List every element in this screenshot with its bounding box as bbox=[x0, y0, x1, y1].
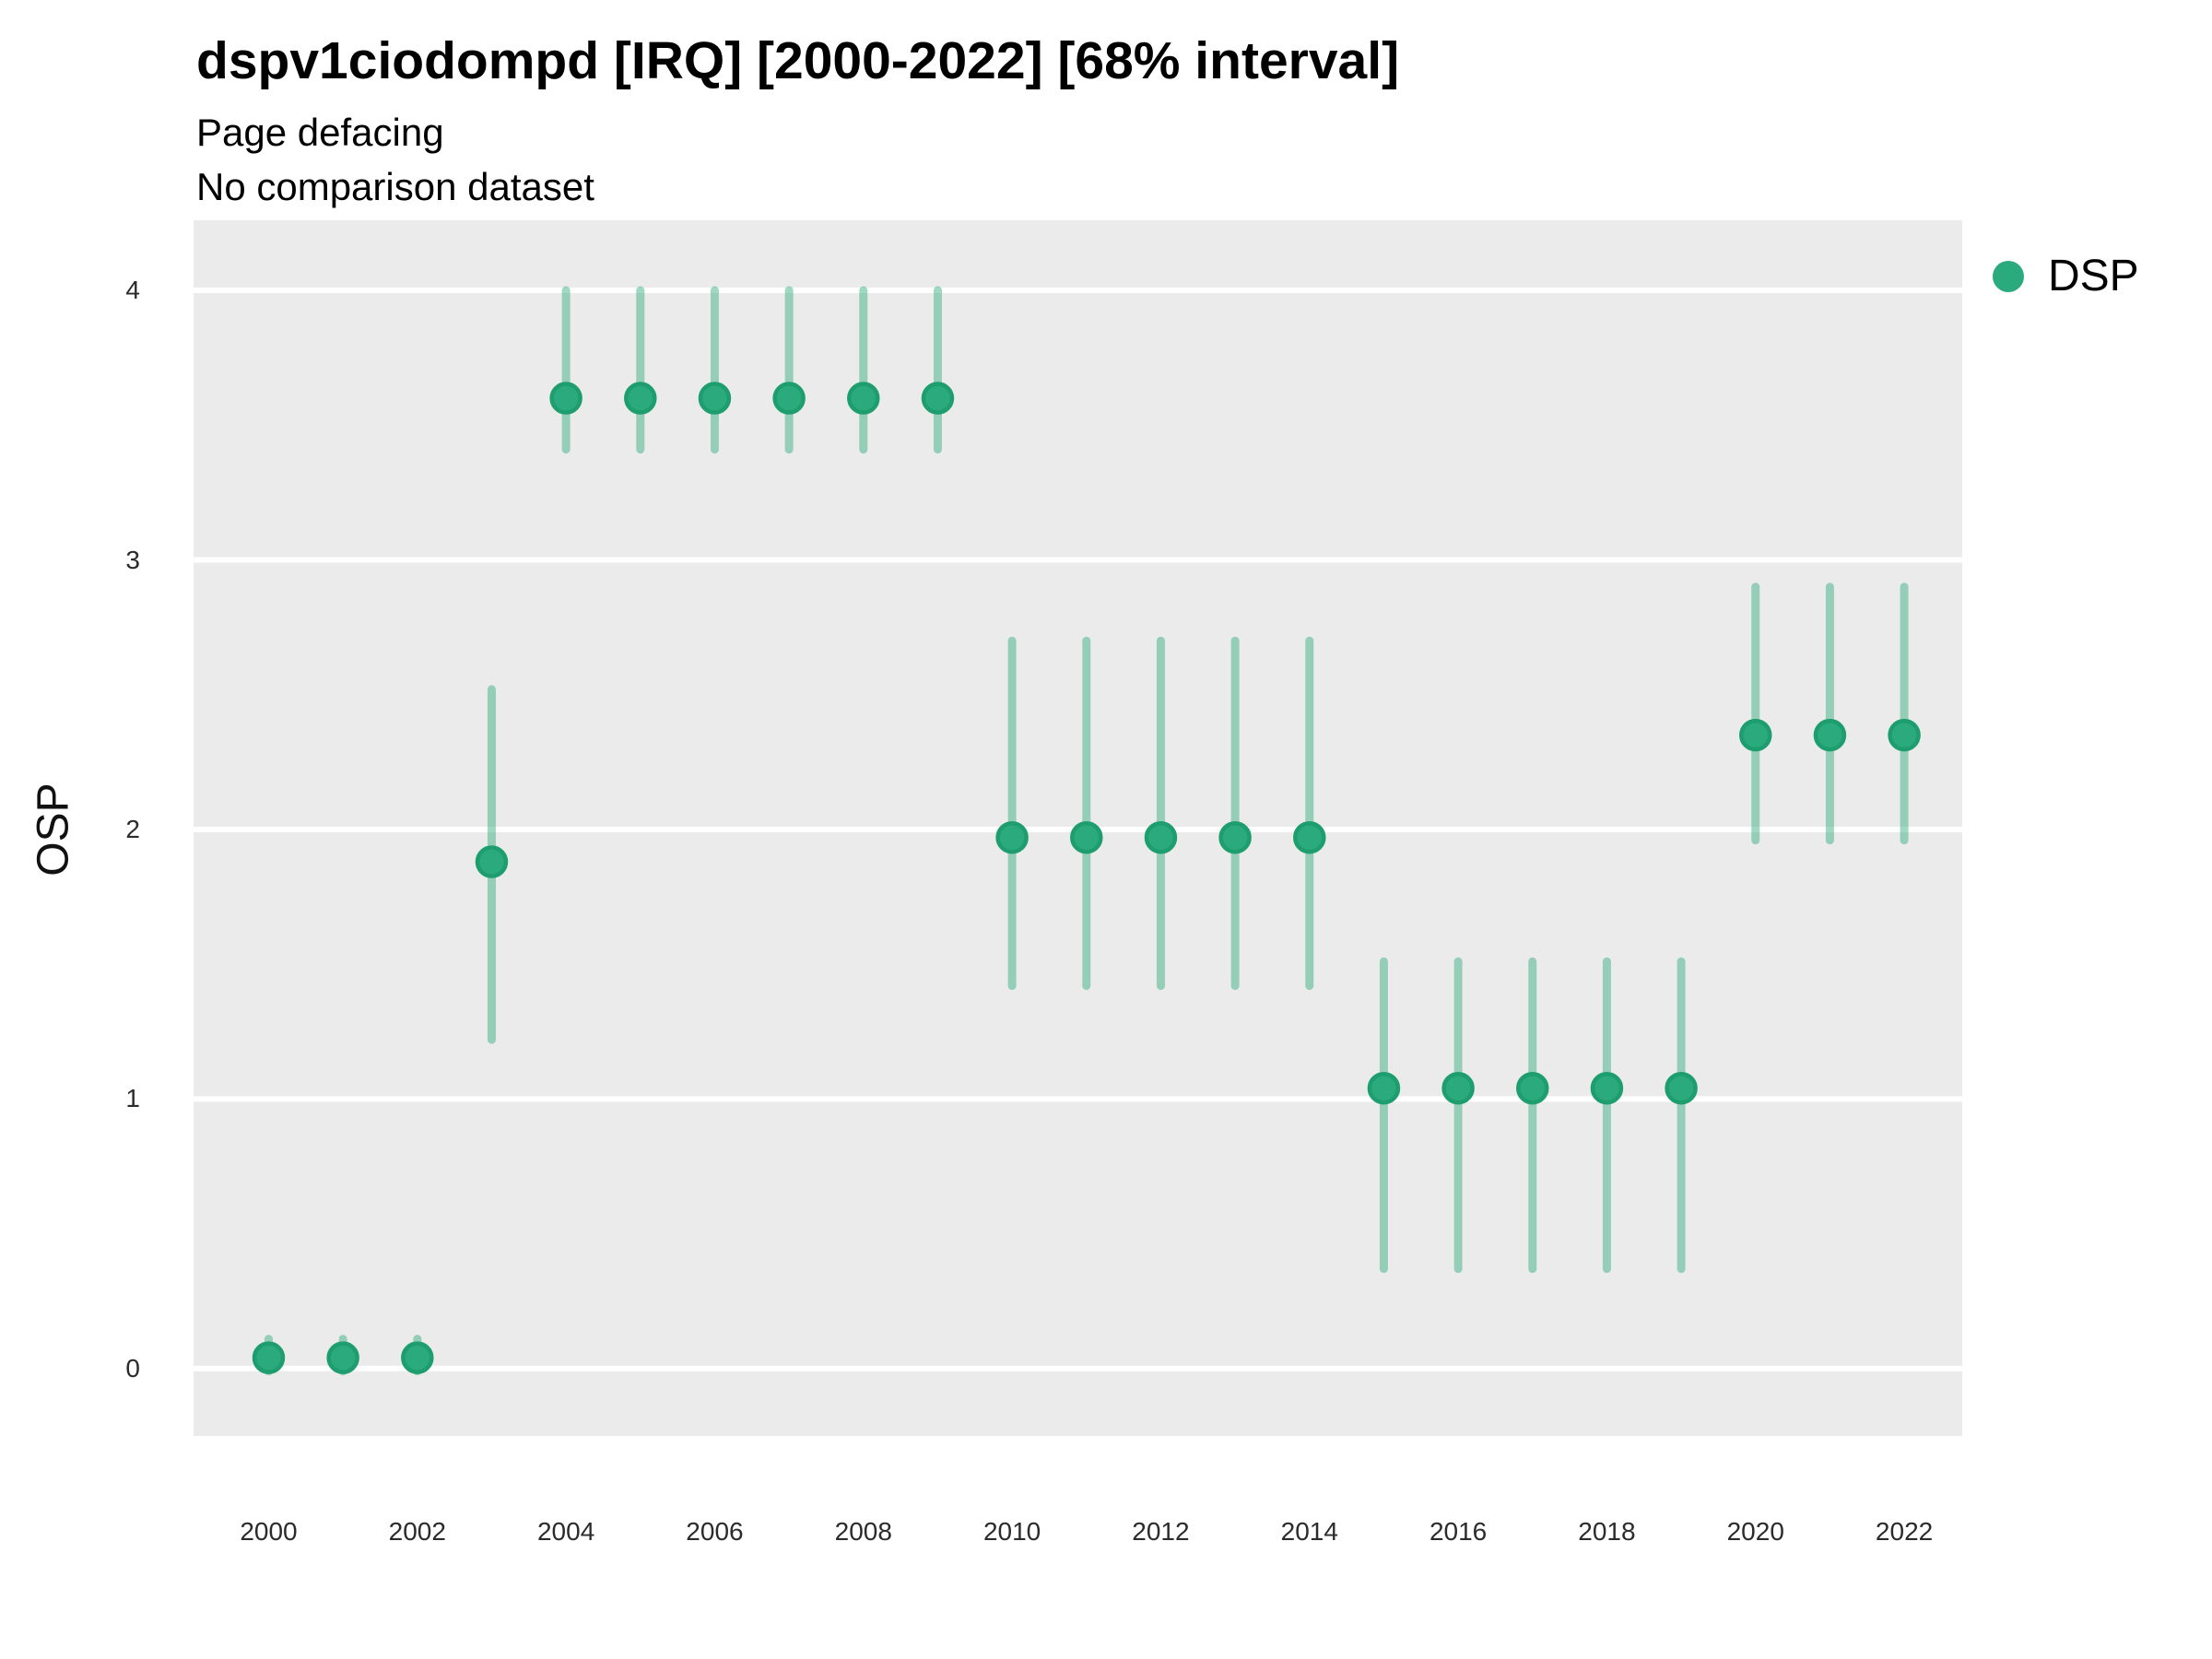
y-axis-title: OSP bbox=[29, 782, 78, 877]
chart-title: dspv1ciodompd [IRQ] [2000-2022] [68% int… bbox=[196, 31, 1400, 90]
x-tick-label-2008: 2008 bbox=[834, 1517, 892, 1546]
y-tick-label-2: 2 bbox=[125, 814, 140, 843]
legend: DSP bbox=[1993, 251, 2139, 301]
x-tick-label-2022: 2022 bbox=[1875, 1517, 1934, 1546]
chart-subtitle-line1: Page defacing bbox=[196, 111, 444, 154]
plot-panel bbox=[194, 220, 1962, 1436]
x-tick-label-2012: 2012 bbox=[1132, 1517, 1190, 1546]
y-tick-label-3: 3 bbox=[125, 545, 140, 574]
x-tick-label-2016: 2016 bbox=[1429, 1517, 1488, 1546]
x-tick-label-2002: 2002 bbox=[388, 1517, 446, 1546]
y-tick-label-1: 1 bbox=[125, 1084, 140, 1113]
x-tick-label-2020: 2020 bbox=[1726, 1517, 1784, 1546]
x-tick-label-2006: 2006 bbox=[686, 1517, 744, 1546]
y-tick-label-0: 0 bbox=[125, 1353, 140, 1382]
legend-circle-icon bbox=[1993, 260, 2024, 292]
x-tick-label-2000: 2000 bbox=[240, 1517, 298, 1546]
x-tick-label-2004: 2004 bbox=[536, 1517, 595, 1546]
x-tick-label-2010: 2010 bbox=[982, 1517, 1041, 1546]
legend-label: DSP bbox=[2048, 252, 2139, 300]
chart-subtitle-line2: No comparison dataset bbox=[196, 165, 594, 208]
y-tick-label-4: 4 bbox=[125, 276, 140, 305]
x-tick-label-2014: 2014 bbox=[1280, 1517, 1338, 1546]
x-tick-label-2018: 2018 bbox=[1578, 1517, 1636, 1546]
